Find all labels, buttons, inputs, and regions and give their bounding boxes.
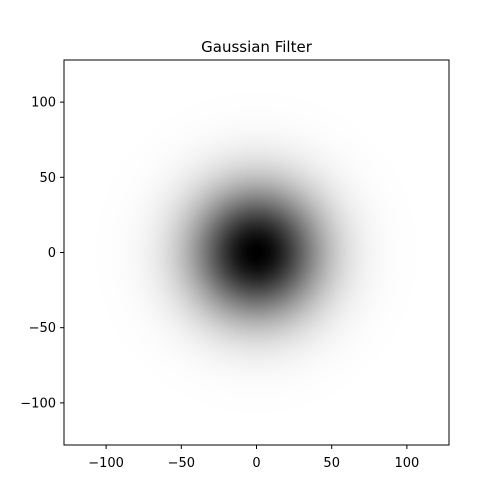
y-axis: 100 50 0 −50 −100	[20, 96, 64, 411]
y-tick-label: 100	[31, 96, 56, 111]
chart-title: Gaussian Filter	[201, 38, 313, 56]
x-tick-label: 50	[323, 456, 340, 471]
y-tick-label: −50	[29, 321, 56, 336]
y-tick-label: 50	[39, 171, 56, 186]
x-axis: −100 −50 0 50 100	[88, 445, 419, 471]
x-tick-label: −100	[88, 456, 124, 471]
y-tick-label: 0	[48, 246, 56, 261]
x-tick-label: 100	[394, 456, 419, 471]
gaussian-heatmap	[64, 60, 449, 445]
x-tick-label: −50	[168, 456, 195, 471]
y-tick-label: −100	[20, 396, 56, 411]
x-tick-label: 0	[252, 456, 260, 471]
